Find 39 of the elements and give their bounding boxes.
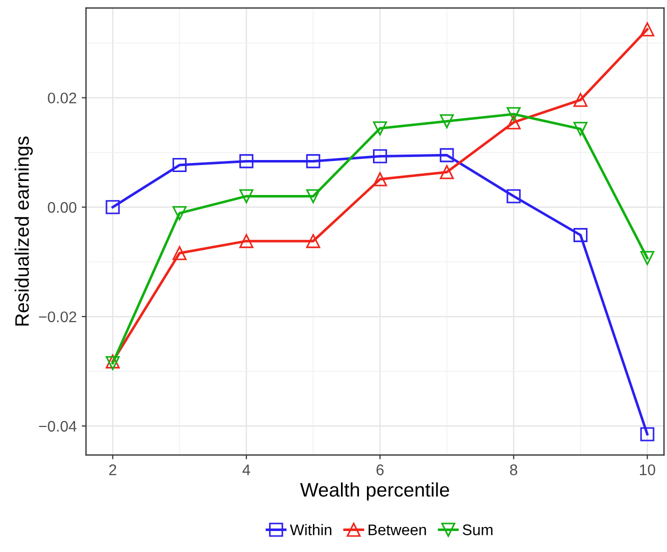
point	[172, 206, 187, 220]
point	[372, 121, 388, 136]
point	[306, 154, 320, 168]
point	[506, 107, 521, 122]
point	[506, 189, 521, 204]
point	[306, 189, 320, 204]
point	[440, 114, 454, 128]
point	[573, 92, 588, 107]
x-tick-label: 4	[242, 464, 250, 476]
point	[640, 427, 654, 442]
x-tick-label: 10	[640, 464, 656, 476]
x-axis-title: Wealth percentile	[300, 482, 450, 501]
legend-label: Within	[290, 524, 332, 536]
point	[239, 189, 254, 204]
point	[573, 122, 588, 136]
x-tick-label: 8	[510, 464, 518, 476]
point	[440, 165, 454, 180]
point	[372, 149, 388, 164]
point	[172, 246, 187, 260]
x-tick-label: 2	[109, 464, 116, 476]
point	[640, 251, 654, 266]
y-tick-label: 0.00	[48, 202, 76, 213]
y-axis-title: Residualized earnings	[14, 136, 33, 326]
point	[106, 200, 120, 214]
y-tick-label: 0.02	[48, 92, 76, 104]
point	[239, 234, 254, 248]
point	[372, 172, 388, 186]
point	[239, 154, 254, 168]
point	[172, 158, 187, 172]
legend-label: Between	[368, 524, 426, 536]
point	[573, 228, 588, 242]
point	[440, 148, 454, 162]
legend-label: Sum	[462, 524, 492, 536]
y-tick-label: −0.04	[39, 420, 77, 432]
point	[640, 22, 654, 36]
point	[306, 234, 320, 248]
y-tick-label: −0.02	[39, 311, 76, 322]
x-tick-label: 6	[376, 464, 384, 476]
point	[506, 115, 521, 130]
